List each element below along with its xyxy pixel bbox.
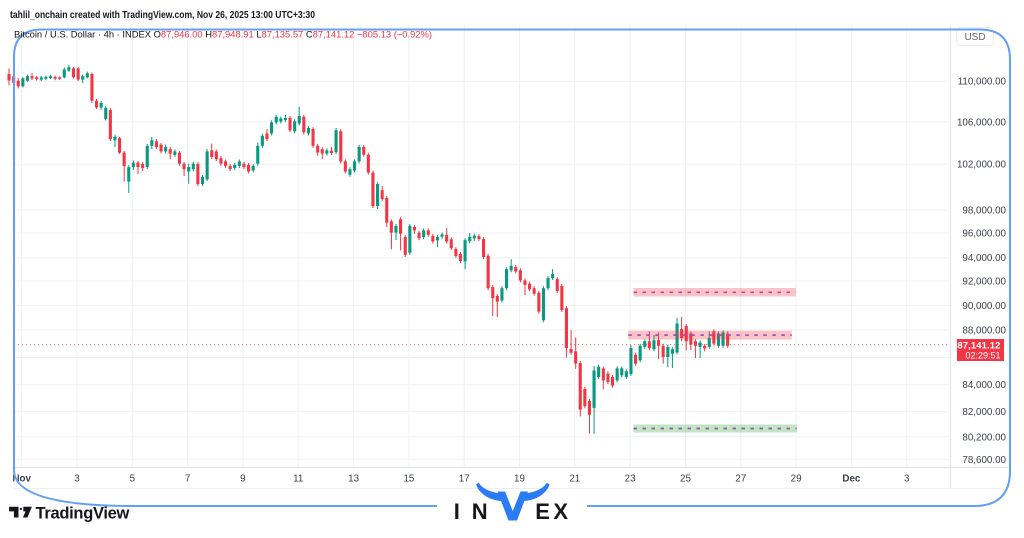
svg-text:7: 7 [185, 474, 190, 485]
svg-text:96,000.00: 96,000.00 [962, 229, 1006, 240]
svg-text:N: N [472, 499, 488, 524]
svg-text:X: X [553, 499, 568, 524]
svg-text:92,000.00: 92,000.00 [962, 277, 1006, 288]
svg-text:02:29:51: 02:29:51 [965, 351, 1000, 361]
svg-text:17: 17 [459, 474, 470, 485]
svg-text:23: 23 [625, 474, 636, 485]
svg-text:tahlil_onchain created with Tr: tahlil_onchain created with TradingView.… [10, 9, 315, 21]
svg-text:21: 21 [569, 474, 580, 485]
svg-text:90,000.00: 90,000.00 [962, 301, 1006, 312]
svg-text:98,000.00: 98,000.00 [962, 206, 1006, 217]
svg-text:USD: USD [964, 32, 985, 43]
svg-text:110,000.00: 110,000.00 [958, 77, 1007, 88]
svg-text:13: 13 [348, 474, 359, 485]
svg-text:E: E [535, 499, 550, 524]
svg-text:3: 3 [74, 474, 80, 485]
svg-text:82,000.00: 82,000.00 [962, 407, 1006, 418]
svg-text:25: 25 [680, 474, 691, 485]
svg-text:27: 27 [735, 474, 746, 485]
svg-text:80,200.00: 80,200.00 [962, 432, 1006, 443]
svg-text:Nov: Nov [12, 474, 31, 485]
svg-text:9: 9 [240, 474, 245, 485]
svg-text:102,000.00: 102,000.00 [957, 160, 1007, 171]
svg-text:Dec: Dec [842, 474, 861, 485]
svg-text:84,000.00: 84,000.00 [962, 380, 1006, 391]
svg-text:I: I [454, 499, 460, 524]
svg-text:87,141.12: 87,141.12 [957, 341, 1000, 352]
svg-text:88,000.00: 88,000.00 [962, 326, 1006, 337]
svg-text:29: 29 [791, 474, 802, 485]
svg-text:11: 11 [293, 474, 303, 485]
svg-text:78,600.00: 78,600.00 [962, 455, 1006, 466]
svg-text:94,000.00: 94,000.00 [962, 253, 1006, 264]
svg-text:15: 15 [403, 474, 414, 485]
svg-text:3: 3 [904, 474, 910, 485]
svg-text:TradingView: TradingView [36, 505, 130, 523]
svg-text:5: 5 [130, 474, 136, 485]
svg-text:106,000.00: 106,000.00 [957, 117, 1007, 128]
svg-text:Bitcoin / U.S. Dollar · 4h · I: Bitcoin / U.S. Dollar · 4h · INDEX O87,9… [14, 29, 432, 40]
svg-text:19: 19 [514, 474, 525, 485]
